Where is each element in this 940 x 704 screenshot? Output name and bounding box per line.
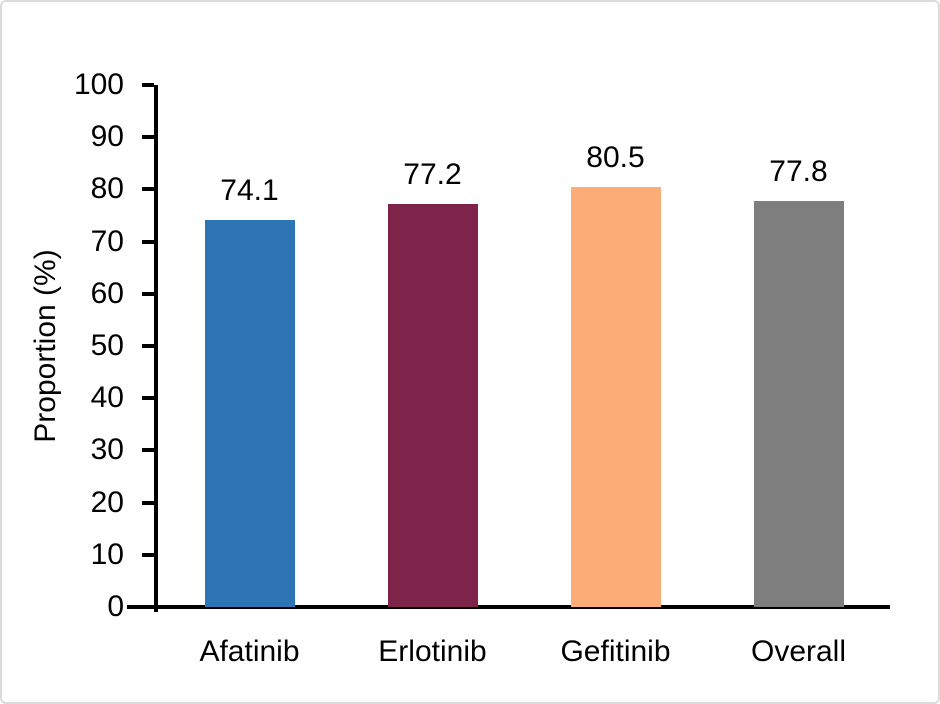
y-axis-tick-label: 20 — [90, 485, 124, 519]
bar-gefitinib — [570, 186, 661, 607]
y-axis-tick — [142, 396, 154, 401]
y-axis-tick — [142, 135, 154, 140]
y-axis-tick-label: 10 — [90, 537, 124, 571]
y-axis-tick — [142, 187, 154, 192]
bar-overall — [753, 200, 844, 607]
y-axis-tick-label: 30 — [90, 433, 124, 467]
x-axis-category-label: Gefitinib — [560, 635, 671, 668]
y-axis-tick-label: 50 — [90, 329, 124, 362]
y-axis-tick — [142, 344, 154, 348]
y-axis-tick — [142, 500, 154, 505]
bar-afatinib — [204, 220, 295, 607]
y-axis-tick-label: 0 — [107, 590, 124, 623]
y-axis-tick — [142, 448, 154, 453]
bar-value-label: 74.1 — [220, 174, 279, 208]
y-axis-tick-label: 70 — [90, 224, 124, 258]
y-axis-tick-label: 80 — [90, 172, 124, 206]
bar-value-label: 77.8 — [769, 154, 828, 188]
y-axis-tick — [142, 291, 154, 296]
y-axis-tick-label: 100 — [73, 68, 124, 101]
bar-value-label: 77.2 — [403, 158, 462, 192]
x-axis-line — [127, 605, 890, 609]
x-axis-category-label: Afatinib — [199, 635, 300, 668]
y-axis-tick — [142, 83, 154, 87]
bar-value-label: 80.5 — [586, 140, 645, 174]
y-axis-tick-label: 60 — [90, 276, 124, 310]
y-axis-line — [154, 85, 158, 612]
x-axis-category-label: Erlotinib — [378, 635, 487, 668]
bar-erlotinib — [387, 204, 478, 607]
y-axis-tick — [142, 239, 154, 244]
y-axis-tick-label: 40 — [90, 381, 124, 415]
y-axis-tick — [142, 552, 154, 557]
y-axis-tick-label: 90 — [90, 120, 124, 154]
y-axis-tick — [142, 605, 154, 609]
x-axis-category-label: Overall — [750, 635, 847, 668]
